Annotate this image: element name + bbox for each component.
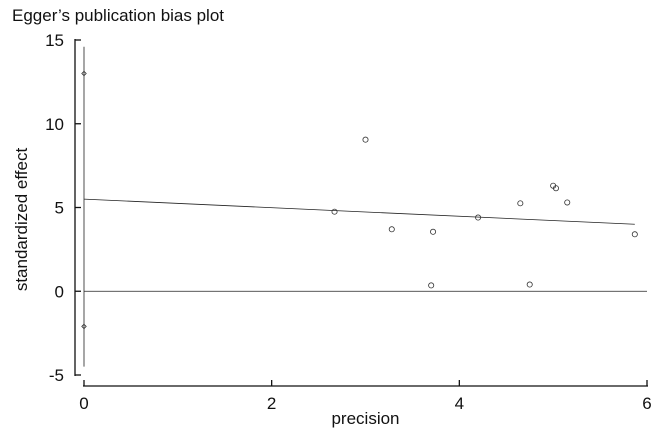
y-tick-label: 0 (55, 282, 64, 301)
y-tick-label: 5 (55, 199, 64, 218)
data-point (552, 185, 559, 192)
y-tick-label: 15 (45, 31, 64, 50)
data-points (331, 136, 638, 289)
data-point (388, 226, 395, 233)
x-tick-label: 6 (642, 394, 651, 413)
x-axis-ticks: 0 2 4 6 (79, 380, 652, 413)
y-axis-label: standardized effect (12, 148, 31, 292)
y-tick-label: -5 (49, 366, 64, 385)
x-tick-label: 4 (455, 394, 464, 413)
data-point (475, 214, 482, 221)
data-point (631, 231, 638, 238)
data-point (430, 228, 437, 235)
data-point (517, 200, 524, 207)
intercept-ci-mark (81, 70, 87, 77)
x-tick-label: 0 (79, 394, 88, 413)
data-point (362, 136, 369, 143)
x-axis-label: precision (331, 409, 399, 428)
x-tick-label: 2 (267, 394, 276, 413)
regression-line (83, 198, 635, 225)
data-point (526, 281, 533, 288)
chart-title: Egger’s publication bias plot (12, 6, 224, 25)
data-point (428, 282, 435, 289)
y-tick-label: 10 (45, 115, 64, 134)
intercept-ci-mark (81, 323, 87, 330)
data-point (564, 199, 571, 206)
y-axis-ticks: -5 0 5 10 15 (45, 31, 81, 385)
data-point (331, 208, 338, 215)
